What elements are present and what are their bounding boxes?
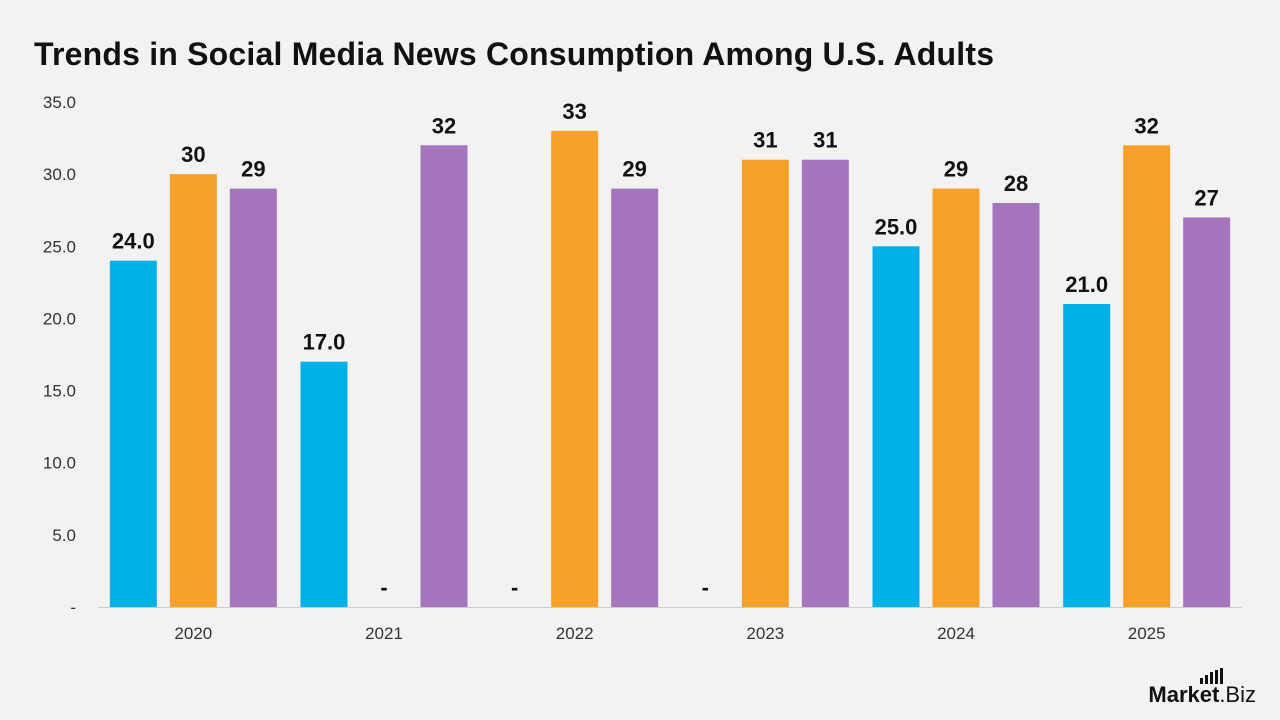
data-label: -	[380, 575, 387, 600]
bar	[420, 145, 468, 608]
data-label: 32	[1134, 113, 1158, 138]
logo-text: Market	[1148, 682, 1220, 707]
y-tick-label: 20.0	[43, 309, 76, 328]
data-label: -	[511, 575, 518, 600]
data-label: 31	[813, 128, 837, 153]
bar	[1063, 304, 1111, 607]
bar	[300, 361, 348, 607]
y-tick-label: 10.0	[43, 454, 76, 473]
data-label: 17.0	[303, 330, 346, 355]
bar	[1123, 145, 1171, 608]
y-tick-label: 35.0	[43, 93, 76, 112]
bar	[551, 130, 599, 607]
bar	[801, 159, 849, 607]
bar	[611, 188, 659, 608]
data-label: 21.0	[1065, 272, 1108, 297]
y-tick-label: 25.0	[43, 237, 76, 256]
data-label: 29	[241, 157, 265, 182]
chart-title: Trends in Social Media News Consumption …	[34, 36, 995, 72]
logo-bars-icon	[1200, 668, 1223, 684]
data-label: 29	[944, 157, 968, 182]
bar	[169, 174, 217, 607]
y-tick-label: 15.0	[43, 382, 76, 401]
y-tick-label: -	[70, 598, 76, 617]
bar	[109, 260, 157, 607]
data-label: -	[702, 575, 709, 600]
logo-text-suffix: .Biz	[1219, 682, 1256, 707]
y-tick-label: 5.0	[52, 526, 76, 545]
data-label: 27	[1194, 185, 1218, 210]
x-tick-label: 2024	[937, 624, 975, 643]
bar	[932, 188, 980, 608]
data-label: 25.0	[875, 214, 918, 239]
data-label: 31	[753, 128, 777, 153]
x-tick-label: 2020	[174, 624, 212, 643]
bar	[229, 188, 277, 608]
data-label: 30	[181, 142, 205, 167]
bar	[872, 246, 920, 608]
x-tick-label: 2023	[746, 624, 784, 643]
x-tick-label: 2025	[1128, 624, 1166, 643]
data-label: 32	[432, 113, 456, 138]
x-tick-label: 2022	[556, 624, 594, 643]
x-tick-label: 2021	[365, 624, 403, 643]
data-label: 33	[562, 99, 586, 124]
bar	[1183, 217, 1231, 607]
data-label: 29	[622, 157, 646, 182]
bar	[741, 159, 789, 607]
bar	[992, 203, 1040, 607]
data-label: 28	[1004, 171, 1028, 196]
y-tick-label: 30.0	[43, 165, 76, 184]
brand-logo: Market .Biz	[1148, 668, 1256, 708]
data-label: 24.0	[112, 229, 155, 254]
